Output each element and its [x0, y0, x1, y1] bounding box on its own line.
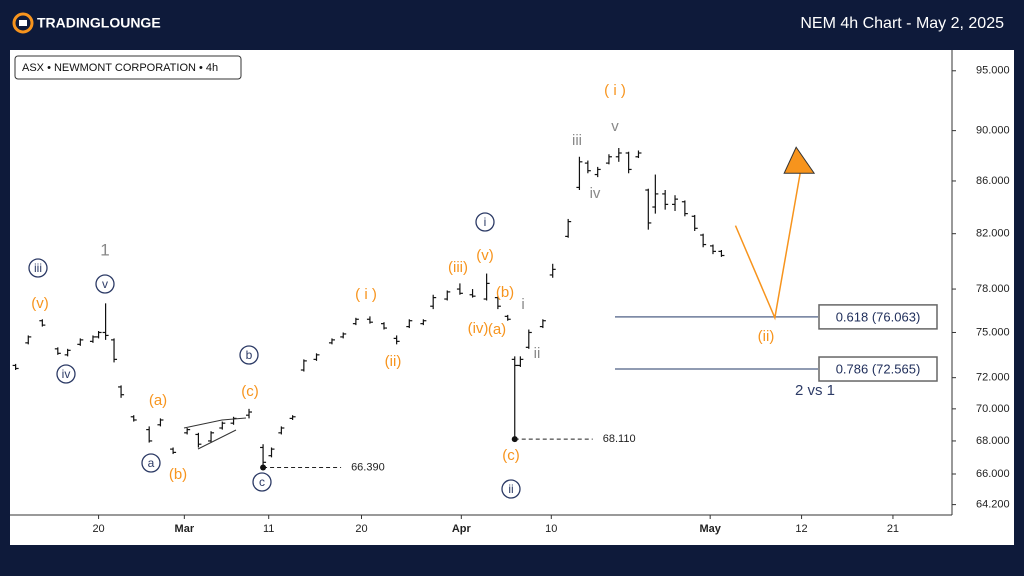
wave-label: (ii): [385, 353, 402, 370]
x-tick-label: Mar: [175, 523, 195, 535]
marker-dot: [260, 464, 267, 471]
x-tick-label: Apr: [452, 523, 472, 535]
wave-label: i: [521, 296, 524, 313]
panel: [10, 50, 1014, 545]
marker-label: 68.110: [603, 433, 636, 445]
wave-label: ( i ): [604, 82, 626, 99]
x-tick-label: May: [699, 523, 721, 535]
wave-label: v: [102, 277, 108, 291]
logo: TRADINGLOUNGE: [37, 15, 161, 31]
y-tick-label: 86.000: [976, 175, 1010, 187]
trendline: [197, 429, 237, 450]
x-tick-label: 11: [263, 523, 274, 535]
wave-label: (c): [502, 447, 520, 464]
y-tick-label: 72.000: [976, 372, 1010, 384]
y-tick-label: 64.200: [976, 499, 1010, 511]
y-tick-label: 95.000: [976, 65, 1010, 77]
title: NEM 4h Chart - May 2, 2025: [800, 15, 1004, 32]
wave-label: ii: [508, 482, 513, 496]
y-tick-label: 70.000: [976, 403, 1010, 415]
wave-label: (c): [241, 383, 259, 400]
wave-circle: [95, 274, 115, 294]
wave-circle: [475, 212, 495, 232]
legend-box: [14, 55, 242, 80]
wave-label: 1: [100, 240, 109, 259]
marker-label: 66.390: [351, 461, 385, 473]
y-tick-label: 68.000: [976, 435, 1010, 447]
wave-circle: [501, 479, 521, 499]
logo-icon: [12, 12, 34, 34]
wave-label: v: [611, 118, 619, 135]
trendline: [183, 417, 247, 429]
wave-label: 2 vs 1: [795, 382, 835, 399]
wave-circle: [141, 453, 161, 473]
y-tick-label: 75.000: [976, 326, 1010, 338]
wave-circle: [28, 258, 48, 278]
wave-label: (b): [169, 466, 187, 483]
wave-label: iii: [34, 261, 42, 275]
wave-label: c: [259, 475, 265, 489]
fib-box: [818, 304, 938, 330]
wave-label: ( i ): [355, 286, 377, 303]
wave-label: b: [246, 348, 253, 362]
wave-circle: [252, 472, 272, 492]
fib-label: 0.618 (76.063): [836, 309, 921, 324]
wave-label: iv: [590, 185, 601, 202]
x-tick-label: 12: [795, 523, 807, 535]
logo-icon: [19, 20, 27, 26]
wave-label: (a): [488, 321, 506, 338]
fib-label: 0.786 (72.565): [836, 361, 921, 376]
wave-label: (iv): [468, 320, 489, 337]
wave-label: i: [484, 215, 487, 229]
wave-label: (a): [149, 392, 167, 409]
wave-label: iv: [62, 367, 71, 381]
legend: ASX • NEWMONT CORPORATION • 4h: [22, 62, 218, 74]
wave-circle: [56, 364, 76, 384]
y-tick-label: 78.000: [976, 283, 1010, 295]
wave-label: a: [148, 456, 155, 470]
wave-label: (ii): [758, 328, 775, 345]
x-tick-label: 21: [887, 523, 899, 535]
projection: [734, 173, 801, 321]
y-tick-label: 90.000: [976, 125, 1010, 137]
marker-dot: [511, 436, 518, 443]
wave-label: iii: [572, 132, 582, 149]
wave-circle: [239, 345, 259, 365]
wave-label: (v): [476, 247, 494, 264]
arrow-head: [783, 146, 816, 174]
wave-label: (b): [496, 284, 514, 301]
fib-box: [818, 356, 938, 382]
y-tick-label: 82.000: [976, 228, 1010, 240]
x-tick-label: 20: [355, 523, 367, 535]
wave-label: (iii): [448, 259, 468, 276]
wave-label: (v): [31, 295, 49, 312]
wave-label: ii: [534, 345, 541, 362]
x-tick-label: 10: [545, 523, 557, 535]
x-tick-label: 20: [92, 523, 104, 535]
y-tick-label: 66.000: [976, 468, 1010, 480]
